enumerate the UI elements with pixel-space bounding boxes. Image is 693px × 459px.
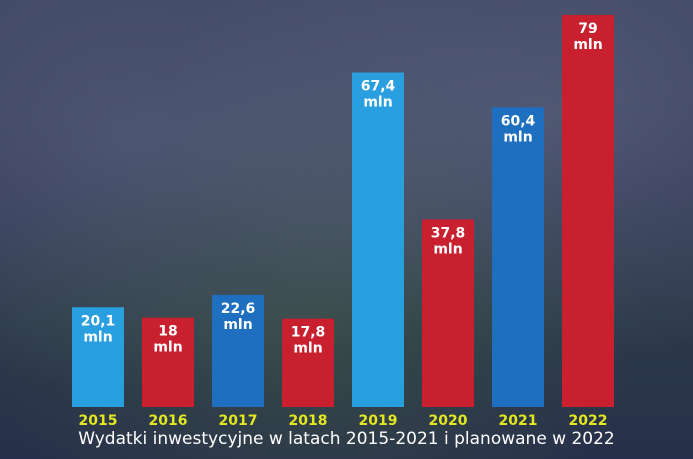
bar-value-label-2020: 37,8 <box>431 225 466 241</box>
bar-2019 <box>352 72 404 407</box>
bar-value-label-2022: 79 <box>578 21 597 37</box>
bar-value-label-2021: 60,4 <box>501 113 536 129</box>
bar-2022 <box>562 14 614 408</box>
bar-value-label-2018: 17,8 <box>291 325 326 341</box>
bar-unit-label-2018: mln <box>293 341 322 357</box>
year-label-2022: 2022 <box>569 413 608 429</box>
year-label-2015: 2015 <box>79 413 118 429</box>
bar-value-label-2017: 22,6 <box>221 301 256 317</box>
bar-2018 <box>282 318 334 407</box>
bar-unit-label-2022: mln <box>573 37 602 53</box>
chart-title: Wydatki inwestycyjne w latach 2015-2021 … <box>78 429 615 449</box>
bar-2020 <box>422 219 474 407</box>
year-label-2019: 2019 <box>359 413 398 429</box>
bar-unit-label-2016: mln <box>153 340 182 356</box>
year-label-2018: 2018 <box>289 413 328 429</box>
bar-2015 <box>72 307 124 407</box>
bar-2016 <box>142 317 194 407</box>
year-label-2021: 2021 <box>499 413 538 429</box>
bar-value-label-2019: 67,4 <box>361 79 396 95</box>
bar-unit-label-2017: mln <box>223 317 252 333</box>
bar-value-label-2015: 20,1 <box>81 313 116 329</box>
bar-unit-label-2019: mln <box>363 95 392 111</box>
bar-unit-label-2020: mln <box>433 241 462 257</box>
bar-value-label-2016: 18 <box>158 324 177 340</box>
bar-2017 <box>212 294 264 407</box>
year-label-2017: 2017 <box>219 413 258 429</box>
bar-unit-label-2015: mln <box>83 329 112 345</box>
bar-2021 <box>492 107 544 407</box>
year-label-2020: 2020 <box>429 413 468 429</box>
year-label-2016: 2016 <box>149 413 188 429</box>
bar-unit-label-2021: mln <box>503 129 532 145</box>
